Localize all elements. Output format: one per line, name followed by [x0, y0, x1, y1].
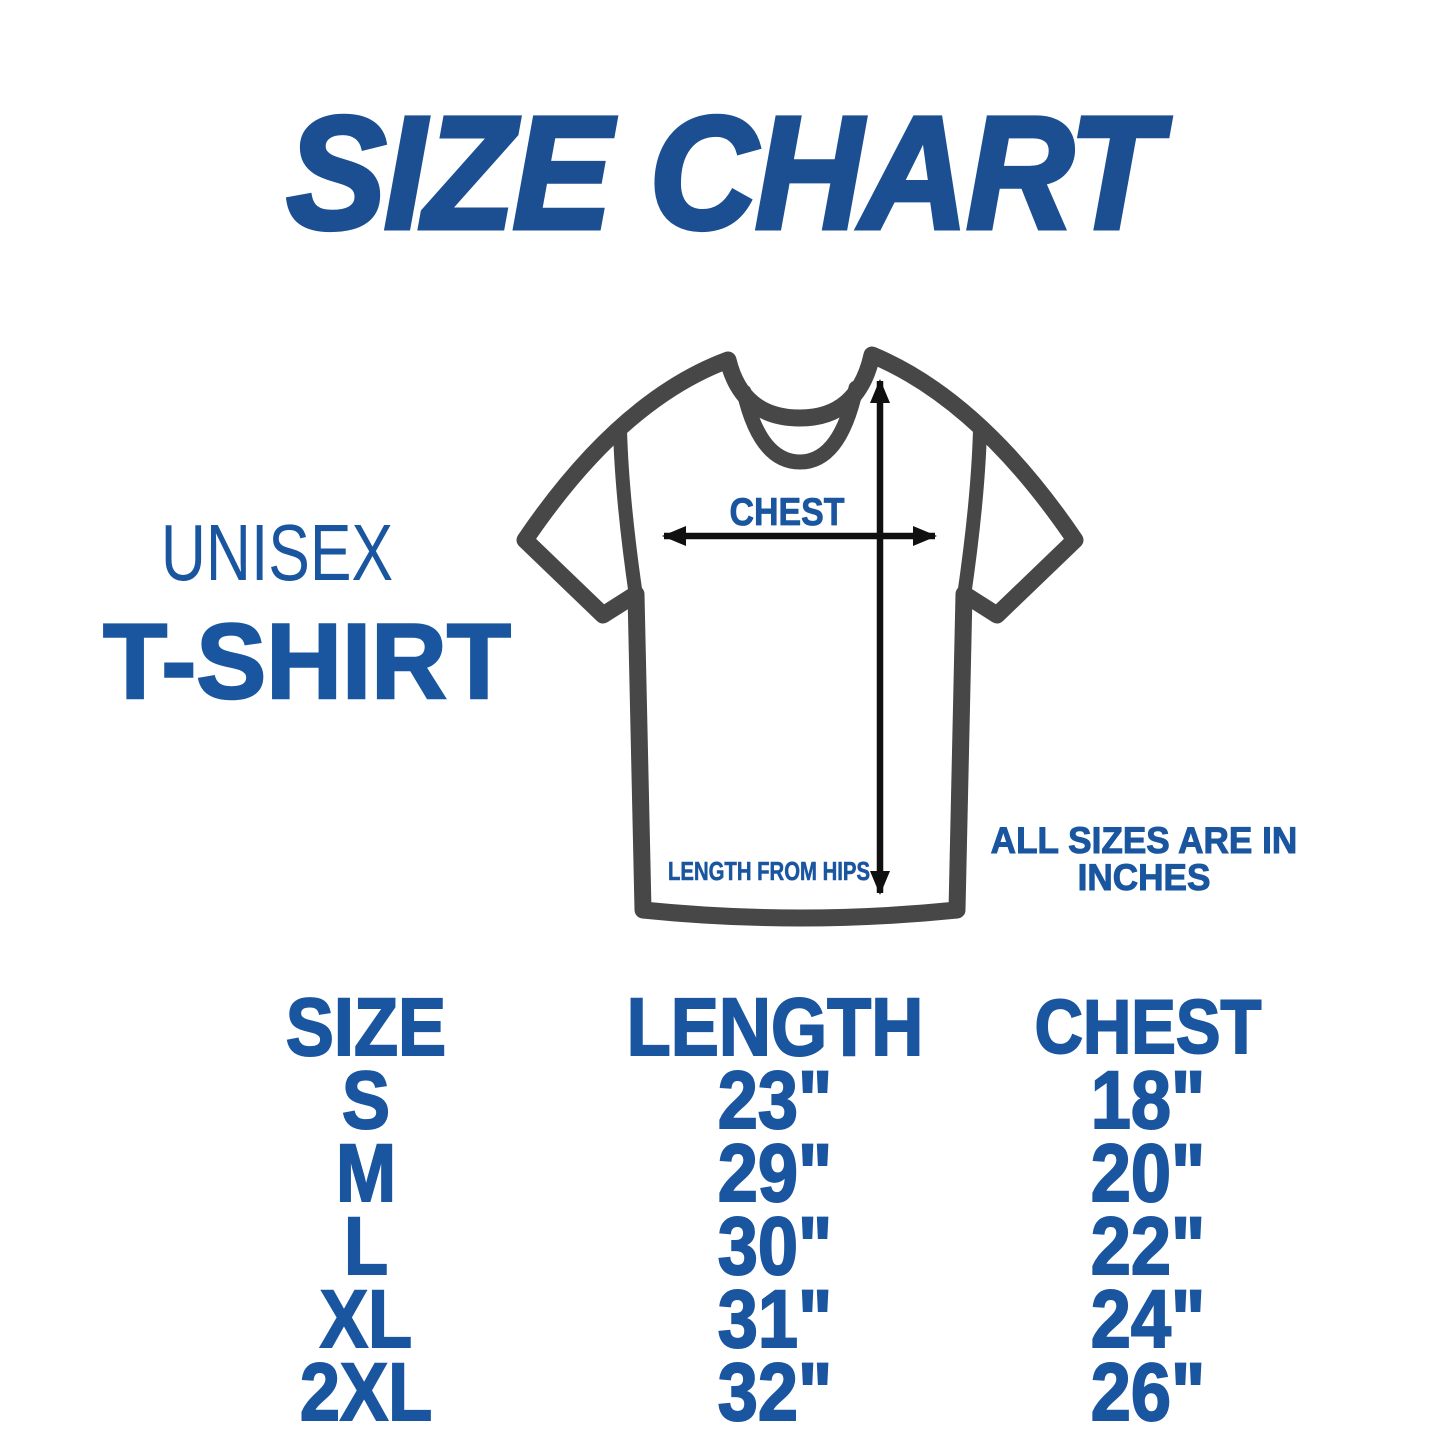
units-note-line1: ALL SIZES ARE IN [990, 820, 1298, 861]
size-cell: 2XL [299, 1347, 433, 1438]
length-cell: 31" [717, 1274, 833, 1365]
product-type-label: UNISEX [160, 508, 394, 597]
table-row: M 29" 20" [0, 1128, 1445, 1219]
chest-cell: 20" [1090, 1128, 1206, 1219]
length-column-header: LENGTH [626, 982, 924, 1073]
size-cell: M [335, 1128, 397, 1219]
chest-cell: 24" [1090, 1274, 1206, 1365]
table-row: L 30" 22" [0, 1201, 1445, 1292]
size-table: SIZE LENGTH CHEST S 23" 18" M 29" 20" L … [0, 982, 1445, 1438]
length-measure-label: LENGTH FROM HIPS [668, 856, 870, 886]
size-column-header: SIZE [285, 982, 447, 1073]
units-note: ALL SIZES ARE IN INCHES [954, 820, 1334, 898]
chest-cell: 26" [1090, 1347, 1206, 1438]
tshirt-side-seam-left [613, 423, 643, 603]
size-cell: XL [319, 1274, 413, 1365]
chest-cell: 18" [1090, 1055, 1206, 1146]
table-row: S 23" 18" [0, 1055, 1445, 1146]
tshirt-diagram: CHEST LENGTH FROM HIPS [516, 346, 1084, 927]
length-cell: 30" [717, 1201, 833, 1292]
length-cell: 23" [717, 1055, 833, 1146]
tshirt-collar-inner [736, 380, 864, 470]
tshirt-outline [516, 346, 1084, 927]
chest-measure-label: CHEST [730, 491, 845, 534]
table-row: 2XL 32" 26" [0, 1347, 1445, 1438]
chest-cell: 22" [1090, 1201, 1206, 1292]
chest-column-header: CHEST [1034, 985, 1262, 1070]
length-cell: 32" [717, 1347, 833, 1438]
product-name-label: T-SHIRT [102, 601, 512, 721]
size-cell: S [341, 1055, 391, 1146]
page-title: SIZE CHART [284, 83, 1162, 262]
units-note-line2: INCHES [1077, 857, 1211, 898]
table-row: XL 31" 24" [0, 1274, 1445, 1365]
length-cell: 29" [717, 1128, 833, 1219]
size-table-header-row: SIZE LENGTH CHEST [0, 982, 1445, 1073]
tshirt-side-seam-right [957, 423, 987, 603]
size-cell: L [343, 1201, 389, 1292]
